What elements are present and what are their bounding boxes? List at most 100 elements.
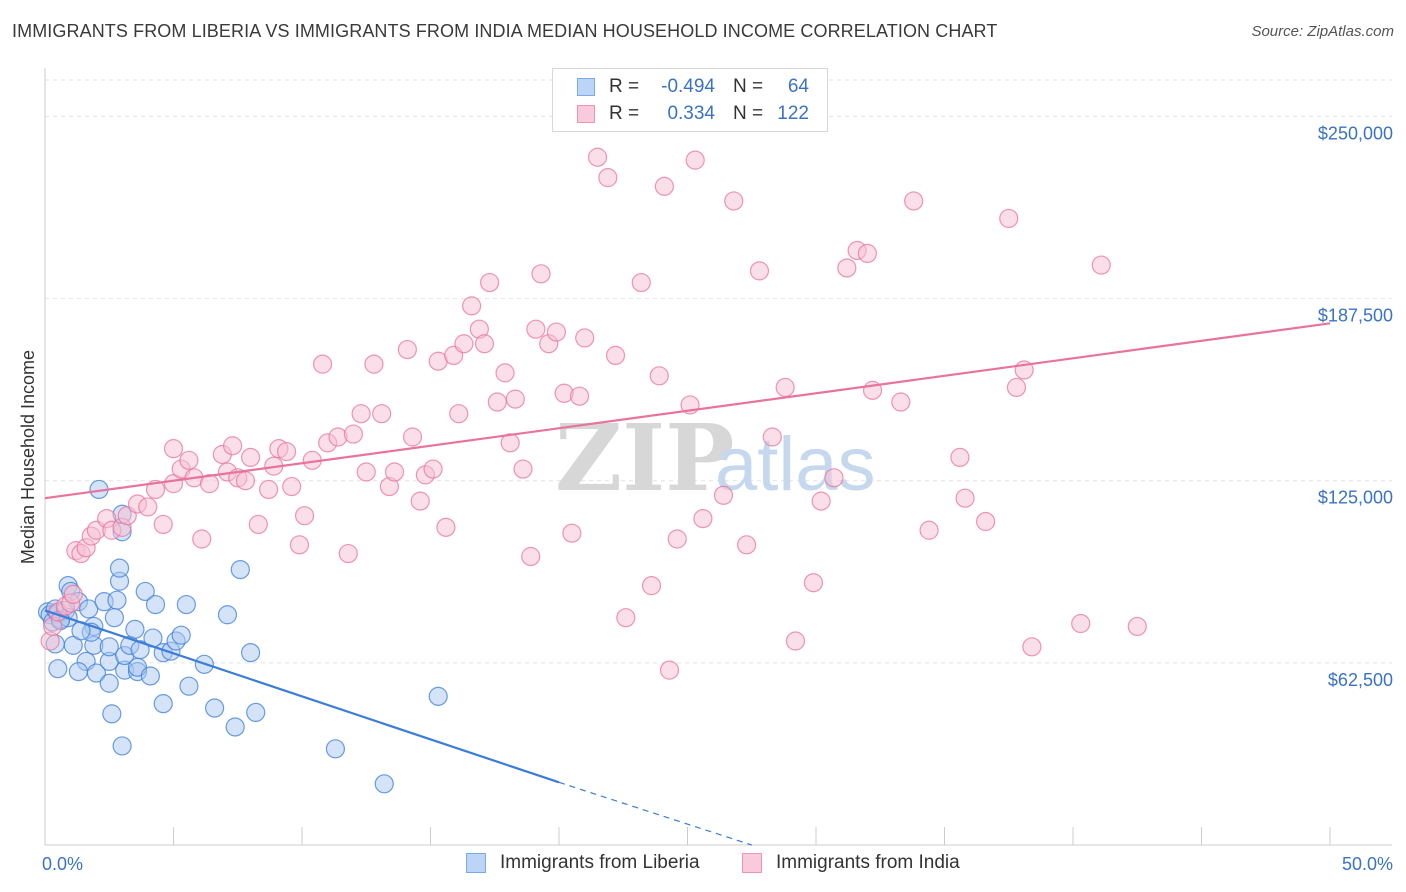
india-point xyxy=(531,264,551,284)
india-point xyxy=(785,631,806,651)
x-tick-label-left: 0.0% xyxy=(42,854,83,874)
liberia-point xyxy=(153,694,173,714)
trend-lines xyxy=(44,322,1331,846)
india-point xyxy=(289,535,310,555)
india-point xyxy=(397,339,417,360)
india-point xyxy=(654,176,674,196)
india-point xyxy=(976,511,996,532)
india-point xyxy=(616,608,636,628)
india-point xyxy=(950,447,970,467)
india-point xyxy=(235,471,256,491)
y-axis-label: Median Household Income xyxy=(18,350,38,564)
liberia-point xyxy=(325,739,346,759)
india-point xyxy=(145,479,166,500)
tick-labels: $62,500 $125,000 $187,500 $250,000 0.0% 50.0% xyxy=(42,123,1393,874)
liberia-point xyxy=(230,559,250,580)
liberia-point xyxy=(112,736,132,756)
liberia-point xyxy=(145,594,166,615)
data-points xyxy=(37,147,1147,794)
india-point xyxy=(179,450,199,470)
india-point xyxy=(598,168,618,188)
liberia-legend-label: Immigrants from Liberia xyxy=(500,852,700,873)
n-value: 64 xyxy=(787,76,809,97)
india-point xyxy=(521,546,541,567)
liberia-point xyxy=(68,661,89,682)
india-trend-line xyxy=(44,322,1331,500)
india-point xyxy=(513,459,533,479)
india-point xyxy=(811,491,831,511)
n-label: N = xyxy=(733,76,764,97)
liberia-point xyxy=(428,686,448,706)
r-label: R = xyxy=(609,76,640,97)
liberia-point xyxy=(79,599,99,619)
india-point xyxy=(343,424,363,444)
liberia-point xyxy=(246,702,266,723)
india-point xyxy=(667,529,687,549)
india-point xyxy=(248,514,268,535)
liberia-point xyxy=(102,704,122,724)
india-point xyxy=(436,517,456,537)
india-point xyxy=(1091,255,1111,275)
india-point xyxy=(824,468,844,488)
r-value: -0.494 xyxy=(661,76,715,97)
india-point xyxy=(410,491,430,511)
india-point xyxy=(693,508,713,529)
india-point xyxy=(338,543,358,564)
liberia-point xyxy=(241,643,261,663)
liberia-point xyxy=(171,625,191,645)
series-legend: Immigrants from Liberia Immigrants from … xyxy=(0,852,1406,876)
legend-row-liberia: R = -0.494 N = 64 xyxy=(577,75,809,99)
india-point xyxy=(223,436,243,456)
india-point xyxy=(241,447,261,467)
india-point xyxy=(575,328,595,348)
india-point xyxy=(775,377,795,398)
india-legend-label: Immigrants from India xyxy=(776,852,960,873)
liberia-point xyxy=(176,594,196,615)
india-point xyxy=(803,573,824,593)
liberia-point xyxy=(140,666,160,686)
india-legend-swatch xyxy=(742,853,762,873)
legend-item-india[interactable]: Immigrants from India xyxy=(742,852,960,874)
liberia-point xyxy=(374,774,394,794)
india-point xyxy=(138,497,158,517)
india-point xyxy=(587,147,608,167)
watermark-atlas: atlas xyxy=(715,422,876,507)
liberia-point xyxy=(125,619,145,639)
liberia-point xyxy=(107,590,127,610)
india-point xyxy=(837,258,857,278)
watermark: ZIP atlas xyxy=(555,404,876,512)
liberia-point xyxy=(179,676,199,696)
india-point xyxy=(480,272,500,293)
legend-item-liberia[interactable]: Immigrants from Liberia xyxy=(466,852,700,874)
india-point xyxy=(569,386,590,406)
india-point xyxy=(474,334,495,354)
india-point xyxy=(631,272,651,293)
y-tick-label: $250,000 xyxy=(1318,123,1393,143)
india-point xyxy=(372,404,392,424)
india-point xyxy=(562,523,582,543)
india-point xyxy=(713,485,734,505)
x-tick-label-right: 50.0% xyxy=(1342,854,1393,874)
india-point xyxy=(356,462,376,482)
india-point xyxy=(904,191,924,211)
india-point xyxy=(526,319,546,339)
liberia-point xyxy=(217,605,238,625)
liberia-point xyxy=(99,673,119,693)
india-point xyxy=(724,191,744,211)
india-point xyxy=(258,479,279,500)
india-point xyxy=(999,208,1019,229)
chart-title: IMMIGRANTS FROM LIBERIA VS IMMIGRANTS FR… xyxy=(12,21,998,41)
india-point xyxy=(955,488,975,508)
india-point xyxy=(454,334,474,354)
india-point xyxy=(1006,377,1027,398)
india-point xyxy=(505,389,525,409)
legend-row-india: R = 0.334 N = 122 xyxy=(577,102,809,126)
india-point xyxy=(649,366,669,386)
liberia-trend-line-extension xyxy=(558,781,752,846)
liberia-point xyxy=(99,637,119,657)
liberia-point xyxy=(225,717,245,737)
liberia-point xyxy=(86,663,107,683)
india-point xyxy=(685,150,705,170)
liberia-point xyxy=(48,659,68,679)
